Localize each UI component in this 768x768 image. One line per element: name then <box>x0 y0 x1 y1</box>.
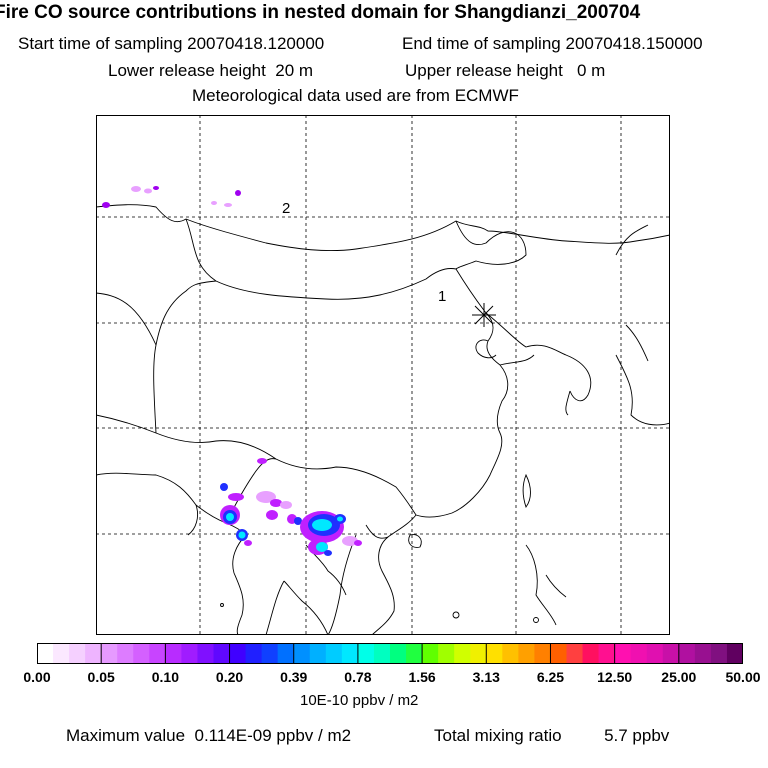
colorbar-tick-label: 0.39 <box>280 669 308 685</box>
colorbar-cell <box>534 643 552 664</box>
max-value-line: Maximum value 0.114E-09 ppbv / m2 <box>66 726 351 746</box>
colorbar-tick-label: 0.00 <box>23 669 51 685</box>
colorbar-tick-label: 3.13 <box>472 669 500 685</box>
colorbar-cell <box>229 643 247 664</box>
colorbar-cell <box>53 643 70 664</box>
start-time-label: Start time of sampling <box>18 34 183 53</box>
colorbar-cell <box>502 643 519 664</box>
map-panel: 2 1 <box>96 115 670 635</box>
colorbar-cell <box>486 643 503 664</box>
colorbar-cell <box>550 643 568 664</box>
colorbar-tick-label: 50.00 <box>725 669 761 685</box>
upper-height-label: Upper release height <box>405 61 563 80</box>
colorbar-tick-label: 0.10 <box>151 669 179 685</box>
lower-height-value: 20 m <box>275 61 314 80</box>
colorbar-cell <box>133 643 150 664</box>
colorbar-cell <box>181 643 199 664</box>
colorbar-cell <box>197 643 215 664</box>
colorbar-cell <box>373 643 391 664</box>
max-value-label: Maximum value <box>66 726 186 745</box>
colorbar-cell <box>630 643 648 664</box>
lower-height-line: Lower release height 20 m <box>108 61 313 81</box>
colorbar-cell <box>293 643 311 664</box>
end-time-line: End time of sampling 20070418.150000 <box>402 34 703 54</box>
colorbar-tick-label: 0.20 <box>215 669 244 685</box>
colorbar-cell <box>309 643 327 664</box>
asterisk-icon <box>472 303 496 327</box>
colorbar-cell <box>582 643 600 664</box>
colorbar-tick-label: 6.25 <box>536 669 565 685</box>
colorbar-cell <box>518 643 536 664</box>
lat-lon-grid <box>96 115 670 635</box>
point-2-label: 2 <box>282 200 290 217</box>
concentration-plume <box>102 186 362 556</box>
colorbar-cell <box>470 643 487 664</box>
colorbar-cell <box>406 643 423 664</box>
total-mixing-line: Total mixing ratio 5.7 ppbv <box>434 726 669 746</box>
colorbar-border <box>37 643 743 664</box>
colorbar-cell <box>422 643 439 664</box>
colorbar-cell <box>390 643 407 664</box>
colorbar-cell <box>341 643 359 664</box>
colorbar-cell <box>85 643 102 664</box>
colorbar-cell <box>37 643 54 664</box>
colorbar-cell <box>662 643 680 664</box>
colorbar-cell <box>117 643 134 664</box>
total-mixing-value: 5.7 ppbv <box>604 726 670 745</box>
colorbar-cell <box>566 643 584 664</box>
colorbar-cell <box>101 643 118 664</box>
colorbar-cell <box>726 643 743 664</box>
colorbar-cell <box>245 643 263 664</box>
colorbar-cell <box>357 643 375 664</box>
colorbar-cell <box>149 643 166 664</box>
point-1-label: 1 <box>438 288 446 305</box>
colorbar-cell <box>165 643 183 664</box>
start-time-line: Start time of sampling 20070418.120000 <box>18 34 324 54</box>
colorbar-cell <box>646 643 664 664</box>
colorbar-cell <box>710 643 728 664</box>
colorbar-cell <box>694 643 712 664</box>
max-value: 0.114E-09 ppbv / m2 <box>194 726 352 745</box>
colorbar-cell <box>277 643 295 664</box>
upper-height-value: 0 m <box>577 61 606 80</box>
colorbar-cell <box>261 643 279 664</box>
colorbar-cell <box>678 643 696 664</box>
colorbar-cell <box>454 643 471 664</box>
map-border <box>96 115 670 635</box>
colorbar-tick-label: 0.05 <box>87 669 115 685</box>
map-title: Fire CO source contributions in nested d… <box>0 2 641 23</box>
colorbar-units: 10E-10 ppbv / m2 <box>300 692 419 709</box>
total-mixing-label: Total mixing ratio <box>434 726 562 745</box>
colorbar <box>37 643 743 664</box>
colorbar-cell <box>213 643 231 664</box>
colorbar-tick-label: 0.78 <box>344 669 372 685</box>
met-data-line: Meteorological data used are from ECMWF <box>192 86 519 105</box>
end-time-value: 20070418.150000 <box>565 34 703 53</box>
lower-height-label: Lower release height <box>108 61 266 80</box>
colorbar-cell <box>325 643 343 664</box>
colorbar-cell <box>614 643 632 664</box>
end-time-label: End time of sampling <box>402 34 561 53</box>
colorbar-cell <box>598 643 616 664</box>
colorbar-cell <box>438 643 455 664</box>
country-borders <box>96 204 670 635</box>
upper-height-line: Upper release height 0 m <box>405 61 605 81</box>
colorbar-tick-label: 25.00 <box>661 669 697 685</box>
colorbar-cell <box>69 643 86 664</box>
colorbar-tick-label: 12.50 <box>597 669 633 685</box>
start-time-value: 20070418.120000 <box>187 34 325 53</box>
colorbar-tick-label: 1.56 <box>408 669 436 685</box>
